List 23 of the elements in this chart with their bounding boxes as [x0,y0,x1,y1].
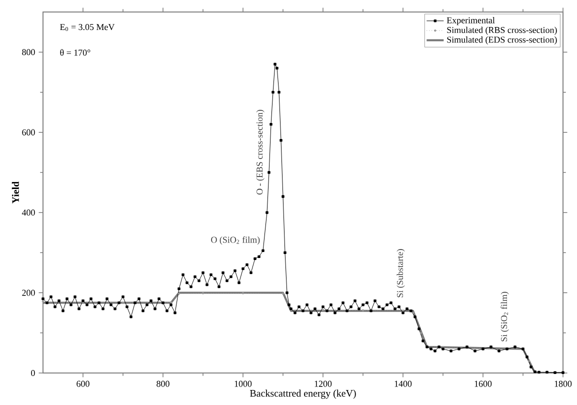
legend-label: Simulated (RBS cross-section) [447,26,557,35]
y-tick-label: 200 [22,290,35,296]
y-axis-title: Yield [12,181,19,204]
annotation: Si (SiO$_{2}$ film) [500,292,509,342]
x-tick-label: 600 [76,380,90,387]
x-axis-title: Backscattred energy (keV) [250,390,356,399]
annotation: θ = 170° [60,49,90,56]
y-tick-label: 600 [22,129,35,136]
y-tick-label: 0 [31,370,35,376]
annotation: E$_{0}$ = 3.05 MeV [60,24,115,32]
x-tick-label: 1200 [314,380,332,387]
legend-label: Experimental [446,17,495,26]
y-tick-label: 800 [22,49,35,56]
annotation: O (SiO$_{2}$ film) [211,236,260,245]
x-tick-label: 1000 [234,380,252,387]
x-tick-label: 1800 [554,380,572,387]
x-tick-label: 1400 [394,380,412,387]
x-tick-label: 800 [156,380,170,387]
legend-label: Simulated (EDS cross-section) [447,36,557,45]
annotation: Si (Substarte) [396,249,405,298]
annotation: O - (EBS cross-section) [256,110,264,195]
y-tick-label: 400 [22,210,35,216]
x-tick-label: 1600 [474,380,492,387]
